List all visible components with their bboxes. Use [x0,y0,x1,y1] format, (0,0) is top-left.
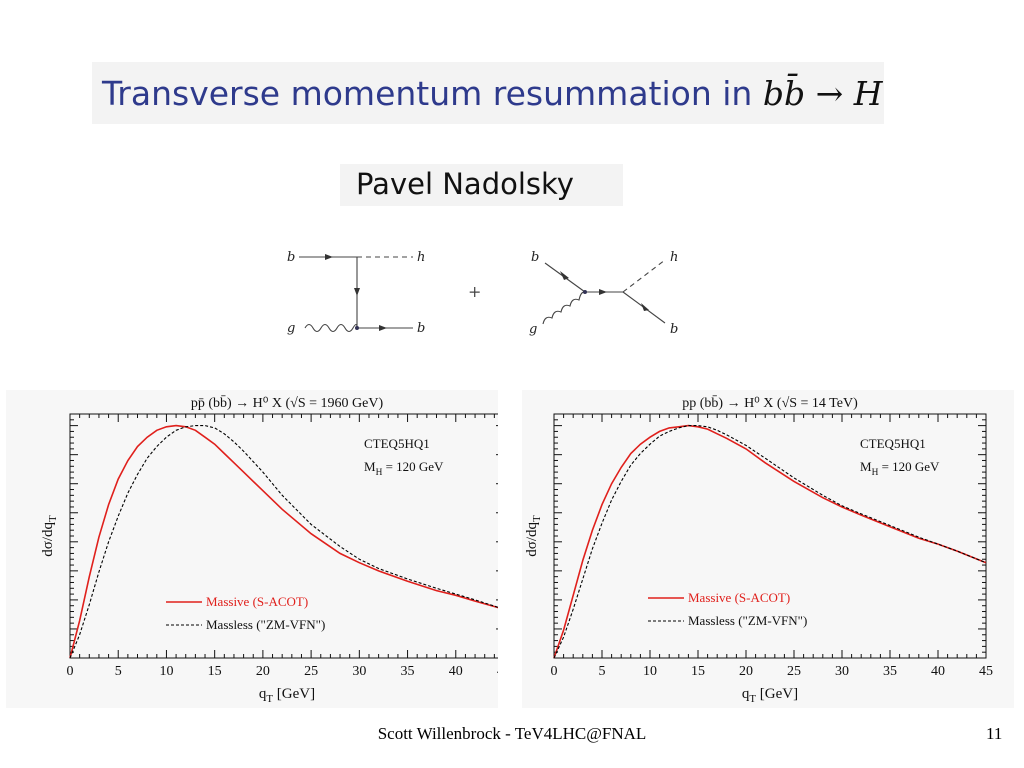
chart-panel-tevatron: pp̄ (bb̄) → H⁰ X (√S = 1960 GeV) 0 5 10 15 20… [6,390,498,708]
series-line-massless [69,425,498,659]
author-name: Pavel Nadolsky [356,167,574,201]
x-tick-label: 0 [551,664,558,679]
feynman-diagrams: b h g b + b g h b [287,250,678,337]
annotation-pdf: CTEQ5HQ1 [860,436,926,451]
label-b-in: b [287,250,295,265]
x-tick-label: 25 [787,664,801,679]
x-tick-label: 15 [691,664,705,679]
slide-title: Transverse momentum resummation in bb̄ →… [102,74,883,113]
x-tick-label: 35 [883,664,897,679]
series-line-massive [69,424,498,659]
x-tick-label: 45 [497,664,498,679]
title-box: Transverse momentum resummation in bb̄ →… [92,62,884,124]
chart-tevatron: pp̄ (bb̄) → H⁰ X (√S = 1960 GeV) 0 5 10 15 20… [40,395,498,705]
chart-title: pp̄ (bb̄) → H⁰ X (√S = 1960 GeV) [191,395,384,411]
label-g-in: g [287,321,295,336]
legend-label: Massless ("ZM-VFN") [206,617,325,632]
title-text: Transverse momentum resummation in [102,74,763,113]
feynman-diagram-t-channel: b h g b [287,250,425,336]
annotation-pdf: CTEQ5HQ1 [364,436,430,451]
annotation-mass: MH = 120 GeV [364,459,444,478]
label-g-in-2: g [529,322,537,337]
series-line-massive [553,424,987,659]
legend-label: Massive (S-ACOT) [688,590,790,605]
label-b-out: b [417,321,425,336]
x-tick-label: 40 [449,664,463,679]
x-tick-label: 20 [256,664,270,679]
x-tick-label: 30 [352,664,366,679]
chart-title: pp (bb̄) → H⁰ X (√S = 14 TeV) [682,395,858,411]
label-b-in-2: b [531,250,539,265]
x-tick-label: 5 [599,664,606,679]
plus-sign: + [468,282,481,301]
x-tick-label: 0 [67,664,74,679]
chart-lhc: pp (bb̄) → H⁰ X (√S = 14 TeV) 0 5 10 15 20 25 3… [524,395,993,705]
x-tick-label: 45 [979,664,993,679]
label-h-out-2: h [670,250,678,265]
x-tick-label: 15 [208,664,222,679]
label-b-out-2: b [670,322,678,337]
x-tick-label: 30 [835,664,849,679]
footer-text: Scott Willenbrock - TeV4LHC@FNAL [377,724,647,743]
x-axis-label: qT [GeV] [259,686,315,705]
x-tick-label: 40 [931,664,945,679]
annotation-mass: MH = 120 GeV [860,459,940,478]
page-number: 11 [986,724,1003,743]
series-line-massless [553,425,987,659]
legend-label: Massless ("ZM-VFN") [688,613,807,628]
y-axis-label: dσ/dqT [40,515,59,557]
title-math: bb̄ → H [762,74,883,113]
x-tick-label: 25 [304,664,318,679]
feynman-diagram-s-channel: b g h b [529,250,678,337]
legend-label: Massive (S-ACOT) [206,594,308,609]
x-tick-label: 10 [159,664,173,679]
y-axis-label: dσ/dqT [524,515,543,557]
x-tick-label: 35 [401,664,415,679]
x-tick-label: 10 [643,664,657,679]
x-tick-label: 20 [739,664,753,679]
chart-panel-lhc: pp (bb̄) → H⁰ X (√S = 14 TeV) 0 5 10 15 20 25 3… [522,390,1014,708]
label-h-out: h [417,250,425,265]
x-axis-label: qT [GeV] [742,686,798,705]
author-box: Pavel Nadolsky [340,164,623,206]
x-tick-label: 5 [115,664,122,679]
